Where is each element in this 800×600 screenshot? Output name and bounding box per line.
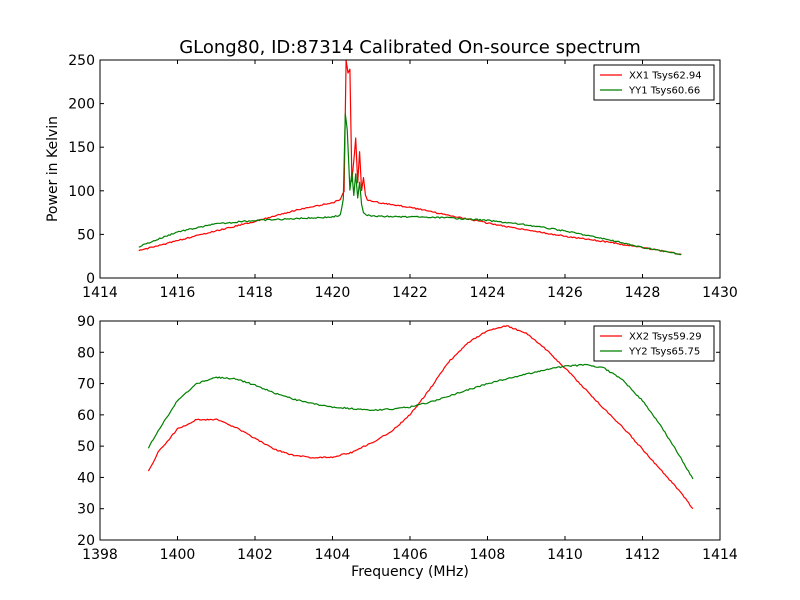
y-tick-label: 50	[77, 227, 95, 243]
legend-label: YY2 Tsys65.75	[628, 347, 700, 358]
x-tick-label: 1414	[702, 547, 738, 563]
x-tick-label: 1420	[315, 285, 351, 301]
y-tick-label: 200	[68, 97, 95, 113]
y-tick-label: 80	[77, 345, 95, 361]
y-tick-label: 30	[77, 502, 95, 518]
subplot-2: 1398 1400 1402 1404 1406 1408 1410 1412 1414 20 30…	[77, 314, 738, 563]
legend-box	[593, 325, 715, 362]
x-tick-label: 1408	[470, 547, 506, 563]
series-line-yy2	[147, 363, 694, 480]
series-line-yy1	[138, 113, 682, 256]
x-tick-label: 1398	[82, 547, 118, 563]
x-tick-label: 1416	[160, 285, 196, 301]
figure-title: GLong80, ID:87314 Calibrated On-source s…	[179, 37, 641, 58]
x-tick-label: 1406	[392, 547, 428, 563]
legend-label: XX2 Tsys59.29	[629, 332, 702, 343]
y-tick-label: 250	[68, 53, 95, 69]
x-tick-label: 1430	[702, 285, 738, 301]
x-tick-label: 1412	[625, 547, 661, 563]
y-axis-label: Power in Kelvin	[45, 116, 61, 222]
subplot-1: 1414 1416 1418 1420 1422 1424 1426 1428 1430 0 50 1…	[45, 53, 738, 301]
x-tick-label: 1426	[547, 285, 583, 301]
x-tick-label: 1414	[82, 285, 118, 301]
y-tick-label: 20	[77, 533, 95, 549]
legend: XX1 Tsys62.94 YY1 Tsys60.66	[593, 64, 715, 101]
y-tick-label: 70	[77, 377, 95, 393]
x-tick-label: 1410	[547, 547, 583, 563]
x-tick-label: 1418	[237, 285, 273, 301]
x-tick-label: 1400	[160, 547, 196, 563]
y-tick-label: 50	[77, 439, 95, 455]
x-tick-label: 1404	[315, 547, 351, 563]
x-tick-label: 1424	[470, 285, 506, 301]
x-tick-label: 1422	[392, 285, 428, 301]
y-tick-label: 0	[86, 271, 95, 287]
legend: XX2 Tsys59.29 YY2 Tsys65.75	[593, 325, 715, 362]
x-axis-label: Frequency (MHz)	[351, 564, 469, 580]
x-tick-label: 1428	[625, 285, 661, 301]
y-tick-label: 150	[68, 140, 95, 156]
legend-label: XX1 Tsys62.94	[629, 71, 702, 82]
legend-box	[593, 64, 715, 101]
legend-label: YY1 Tsys60.66	[628, 86, 700, 97]
x-tick-label: 1402	[237, 547, 273, 563]
y-tick-label: 100	[68, 184, 95, 200]
y-tick-label: 90	[77, 314, 95, 330]
y-tick-label: 40	[77, 470, 95, 486]
plots-group: 1414 1416 1418 1420 1422 1424 1426 1428 14300501…	[45, 53, 738, 563]
series-line-xx1	[138, 60, 682, 256]
y-tick-label: 60	[77, 408, 95, 424]
series-line-xx2	[147, 325, 694, 510]
